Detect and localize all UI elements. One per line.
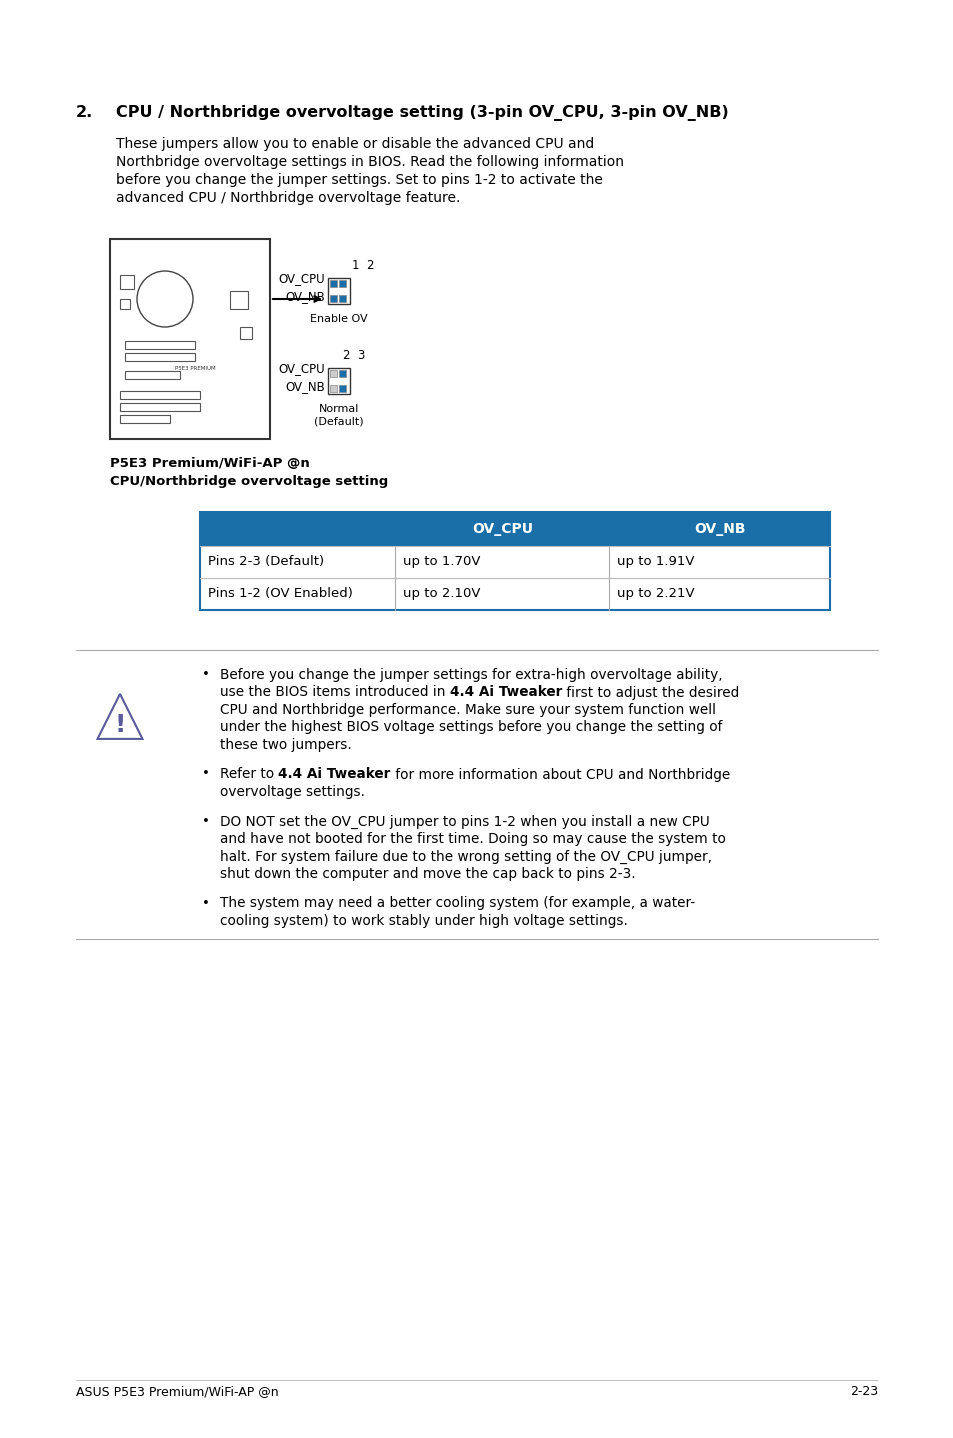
Text: advanced CPU / Northbridge overvoltage feature.: advanced CPU / Northbridge overvoltage f… [116, 191, 460, 206]
Bar [328, 368, 350, 394]
Text: Pins 1-2 (OV Enabled): Pins 1-2 (OV Enabled) [208, 588, 353, 601]
Text: CPU and Northbridge performance. Make sure your system function well: CPU and Northbridge performance. Make su… [220, 703, 716, 718]
Bar [200, 512, 829, 546]
Text: up to 2.10V: up to 2.10V [403, 588, 480, 601]
Bar [120, 299, 130, 309]
Text: Northbridge overvoltage settings in BIOS. Read the following information: Northbridge overvoltage settings in BIOS… [116, 155, 623, 170]
Text: (Default): (Default) [314, 416, 363, 426]
Text: •: • [202, 669, 210, 682]
Text: up to 1.91V: up to 1.91V [617, 555, 695, 568]
Bar [338, 385, 346, 393]
Bar [125, 341, 194, 349]
Bar [330, 385, 336, 393]
Bar [200, 546, 829, 578]
Text: OV_CPU: OV_CPU [278, 362, 325, 375]
Text: shut down the computer and move the cap back to pins 2-3.: shut down the computer and move the cap … [220, 867, 635, 881]
Text: OV_NB: OV_NB [285, 381, 325, 394]
Bar [200, 512, 829, 610]
Text: 4.4 Ai Tweaker: 4.4 Ai Tweaker [450, 686, 561, 699]
Text: 2-23: 2-23 [849, 1385, 877, 1398]
Text: OV_NB: OV_NB [693, 522, 744, 536]
Bar [240, 326, 252, 339]
Text: 1  2: 1 2 [352, 259, 375, 272]
Text: P5E3 Premium/WiFi-AP @n: P5E3 Premium/WiFi-AP @n [110, 457, 310, 470]
Text: these two jumpers.: these two jumpers. [220, 738, 352, 752]
Text: OV_NB: OV_NB [285, 290, 325, 303]
Bar [330, 280, 336, 288]
Bar [330, 295, 336, 302]
Text: P5E3 PREMIUM: P5E3 PREMIUM [174, 367, 215, 371]
Text: !: ! [114, 713, 126, 738]
Bar [338, 280, 346, 288]
Text: halt. For system failure due to the wrong setting of the OV_CPU jumper,: halt. For system failure due to the wron… [220, 850, 711, 864]
Text: CPU / Northbridge overvoltage setting (3-pin OV_CPU, 3-pin OV_NB): CPU / Northbridge overvoltage setting (3… [116, 105, 728, 121]
Bar [338, 370, 346, 377]
Text: up to 1.70V: up to 1.70V [403, 555, 480, 568]
Bar [110, 239, 270, 439]
Bar [338, 295, 346, 302]
Bar [230, 290, 248, 309]
Text: before you change the jumper settings. Set to pins 1-2 to activate the: before you change the jumper settings. S… [116, 173, 602, 187]
Text: Normal: Normal [318, 404, 359, 414]
Bar [328, 278, 350, 303]
Bar [120, 403, 200, 411]
Text: and have not booted for the first time. Doing so may cause the system to: and have not booted for the first time. … [220, 833, 725, 846]
Bar [125, 371, 180, 380]
Text: OV_CPU: OV_CPU [472, 522, 533, 536]
Bar [120, 275, 133, 289]
Text: CPU/Northbridge overvoltage setting: CPU/Northbridge overvoltage setting [110, 475, 388, 487]
Text: Pins 2-3 (Default): Pins 2-3 (Default) [208, 555, 324, 568]
Text: •: • [202, 814, 210, 827]
Bar [120, 391, 200, 398]
Bar [120, 416, 170, 423]
Text: These jumpers allow you to enable or disable the advanced CPU and: These jumpers allow you to enable or dis… [116, 137, 594, 151]
Text: use the BIOS items introduced in: use the BIOS items introduced in [220, 686, 450, 699]
Text: •: • [202, 896, 210, 909]
Text: for more information about CPU and Northbridge: for more information about CPU and North… [391, 768, 729, 781]
Text: 2  3: 2 3 [343, 349, 365, 362]
Text: 4.4 Ai Tweaker: 4.4 Ai Tweaker [278, 768, 391, 781]
Text: OV_CPU: OV_CPU [278, 272, 325, 286]
Text: cooling system) to work stably under high voltage settings.: cooling system) to work stably under hig… [220, 915, 627, 928]
Text: under the highest BIOS voltage settings before you change the setting of: under the highest BIOS voltage settings … [220, 720, 721, 735]
Text: DO NOT set the OV_CPU jumper to pins 1-2 when you install a new CPU: DO NOT set the OV_CPU jumper to pins 1-2… [220, 814, 709, 828]
Bar [200, 578, 829, 610]
Text: 2.: 2. [76, 105, 93, 119]
Text: Enable OV: Enable OV [310, 313, 368, 324]
Text: ASUS P5E3 Premium/WiFi-AP @n: ASUS P5E3 Premium/WiFi-AP @n [76, 1385, 278, 1398]
Circle shape [137, 270, 193, 326]
Text: Refer to: Refer to [220, 768, 278, 781]
Text: up to 2.21V: up to 2.21V [617, 588, 695, 601]
Bar [330, 370, 336, 377]
Text: overvoltage settings.: overvoltage settings. [220, 785, 365, 800]
Text: first to adjust the desired: first to adjust the desired [561, 686, 739, 699]
Polygon shape [97, 695, 142, 739]
Text: •: • [202, 768, 210, 781]
Text: Before you change the jumper settings for extra-high overvoltage ability,: Before you change the jumper settings fo… [220, 669, 721, 682]
Text: The system may need a better cooling system (for example, a water-: The system may need a better cooling sys… [220, 896, 695, 910]
Bar [125, 352, 194, 361]
